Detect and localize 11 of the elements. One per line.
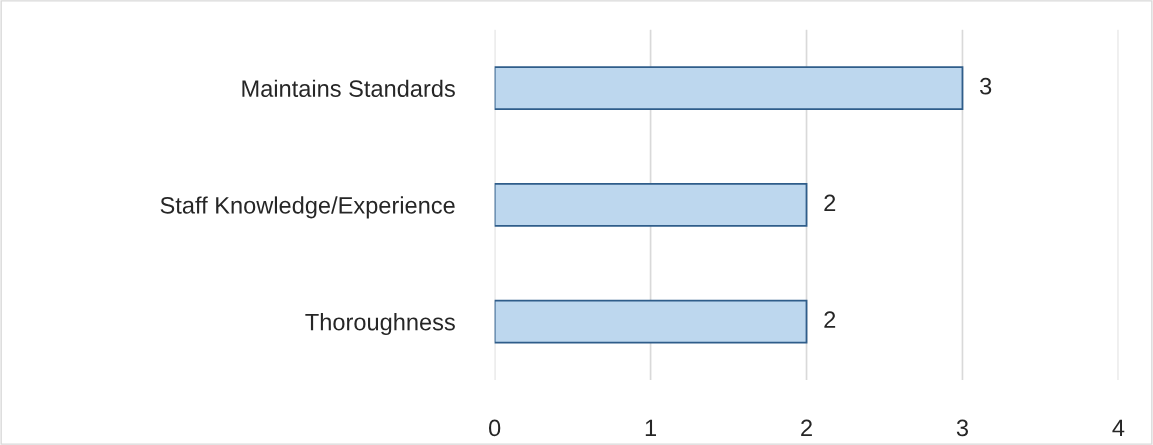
y-tick-label: Staff Knowledge/Experience	[160, 196, 455, 219]
y-tick-label: Thoroughness	[305, 313, 455, 336]
x-tick-label: 4	[1112, 419, 1125, 437]
data-label: 2	[824, 311, 836, 328]
data-label: 2	[824, 194, 836, 212]
x-tick-label: 1	[645, 419, 656, 437]
data-label: 3	[980, 77, 992, 95]
y-tick-label: Maintains Standards	[242, 79, 455, 97]
x-tick-label: 0	[488, 419, 501, 437]
x-tick-label: 2	[801, 419, 812, 437]
x-tick-label: 3	[956, 419, 968, 437]
